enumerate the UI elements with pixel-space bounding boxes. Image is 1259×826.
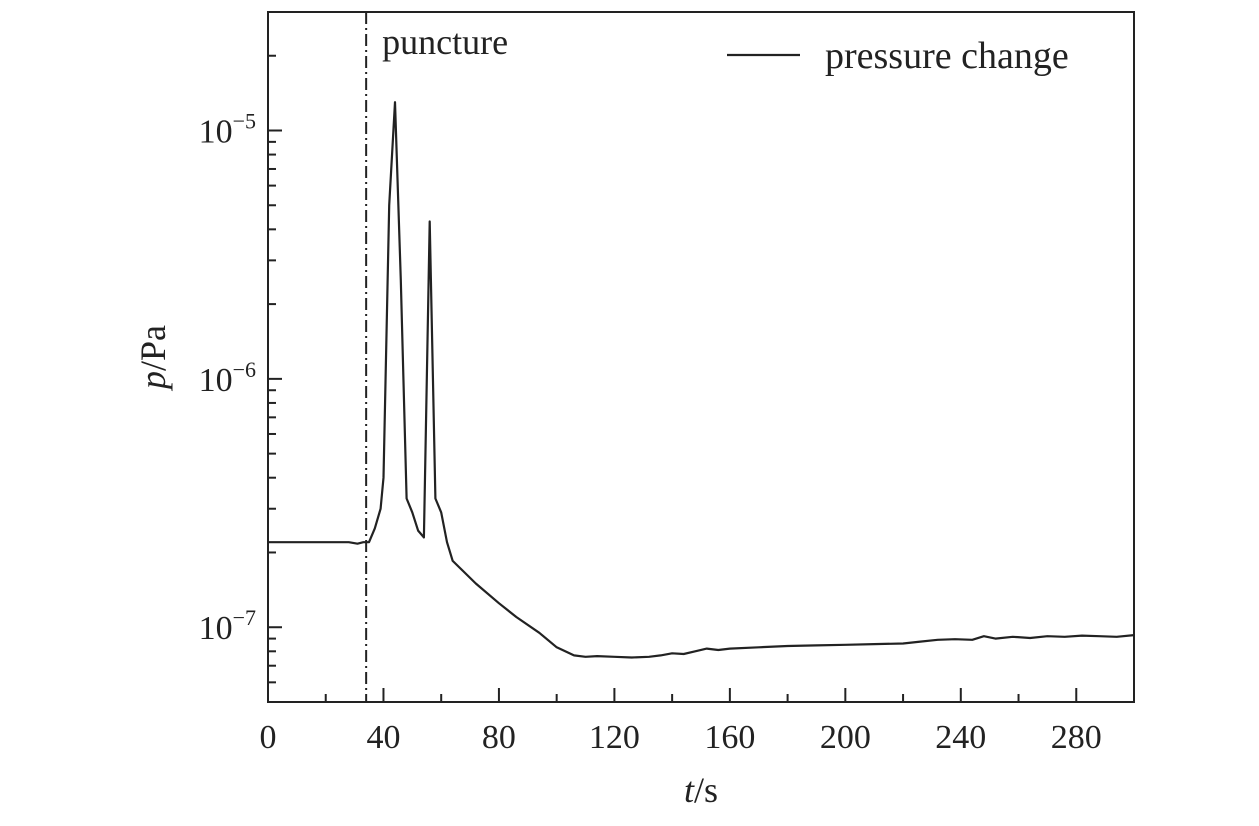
y-axis-label: p/Pa: [133, 325, 173, 392]
y-tick-label: 10−7: [199, 605, 256, 647]
y-tick-label: 10−6: [199, 357, 256, 399]
x-tick-label: 80: [482, 719, 516, 756]
x-tick-label: 40: [366, 719, 400, 756]
x-axis-ticks: 0 40 80 120 160 200 240 280: [260, 688, 1135, 756]
x-tick-label: 280: [1051, 719, 1102, 756]
legend: pressure change: [727, 35, 1069, 77]
puncture-annotation: puncture: [365, 12, 508, 702]
x-axis-label: t/s: [684, 770, 718, 810]
x-tick-label: 0: [260, 719, 277, 756]
x-tick-label: 240: [935, 719, 986, 756]
y-axis-ticks: 10−5 10−6 10−7: [199, 54, 282, 703]
series-line: [268, 101, 1135, 659]
legend-label: pressure change: [825, 35, 1069, 77]
plot-frame: [267, 11, 1135, 703]
x-tick-label: 200: [820, 719, 871, 756]
y-tick-label: 10−5: [199, 109, 256, 151]
puncture-label: puncture: [382, 22, 508, 62]
x-tick-label: 120: [589, 719, 640, 756]
x-tick-label: 160: [704, 719, 755, 756]
